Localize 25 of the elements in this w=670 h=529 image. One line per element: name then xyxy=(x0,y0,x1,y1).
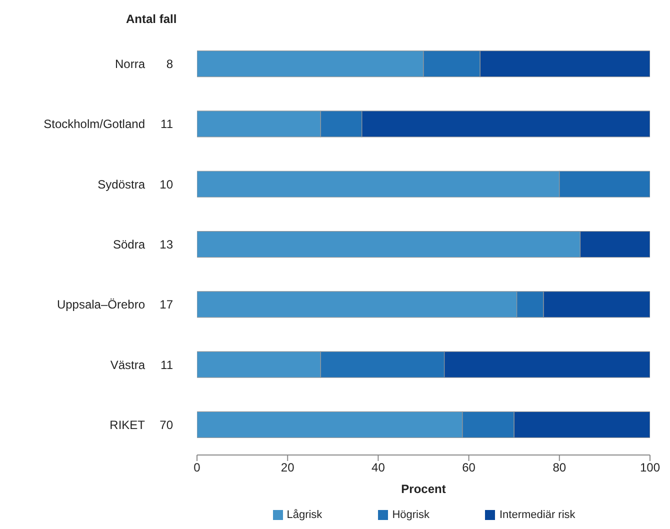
y-tick-label: Västra xyxy=(110,358,146,372)
text: Antal fall xyxy=(126,12,177,26)
text: 10 xyxy=(160,177,174,192)
text: 17 xyxy=(160,298,174,312)
x-tick-label: 100 xyxy=(640,460,660,475)
x-tick-label: 0 xyxy=(194,460,201,475)
y-tick-label: Norra xyxy=(114,57,146,72)
y-tick-label: Stockholm/Gotland xyxy=(44,117,145,132)
text: 11 xyxy=(160,117,174,132)
y-tick-label: Sydöstra xyxy=(98,177,146,192)
x-axis-title: Procent xyxy=(401,482,446,496)
x-tick-label: 40 xyxy=(372,460,386,475)
text: 13 xyxy=(160,238,174,252)
y-tick-label: RIKET xyxy=(110,418,146,432)
legend-label: Högrisk xyxy=(391,509,430,521)
y-tick-label: Uppsala–Örebro xyxy=(56,298,146,312)
text: 8 xyxy=(166,57,174,72)
text: 70 xyxy=(160,418,174,432)
legend-label: Intermediär risk xyxy=(498,509,576,521)
legend-label: Lågrisk xyxy=(286,509,322,521)
x-tick-label: 60 xyxy=(462,460,476,475)
y-tick-label: Södra xyxy=(112,238,146,252)
text: 11 xyxy=(160,358,174,372)
x-tick-label: 20 xyxy=(280,460,295,475)
x-tick-label: 80 xyxy=(552,460,566,475)
